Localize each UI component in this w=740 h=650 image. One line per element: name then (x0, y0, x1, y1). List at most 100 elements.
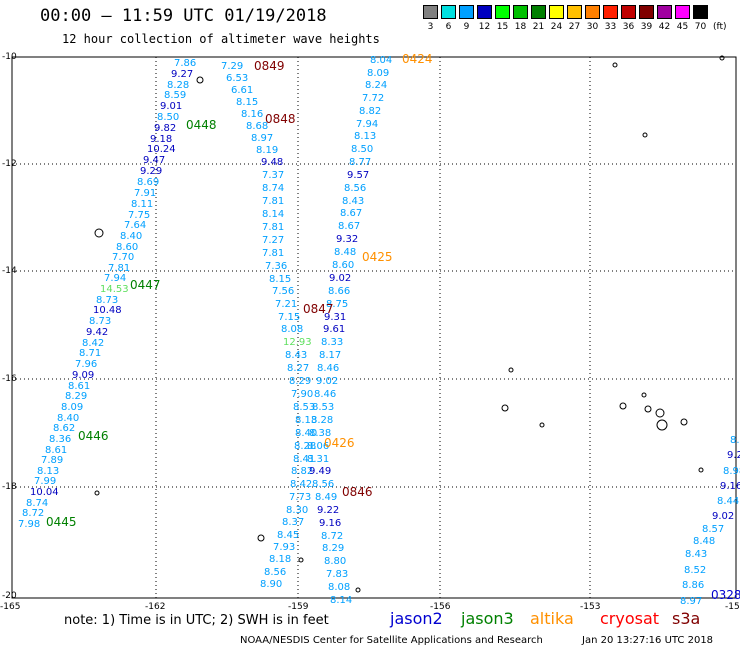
wave-height-value: 8.98 (723, 466, 740, 477)
wave-height-value: 7.73 (289, 492, 312, 503)
wave-height-value: 9.82 (154, 123, 177, 134)
legend-jason3: jason3 (461, 609, 514, 628)
wave-height-value: 7.64 (124, 220, 147, 231)
island (619, 402, 627, 410)
island (656, 419, 668, 431)
wave-height-value: 8.19 (256, 145, 279, 156)
island (612, 62, 618, 68)
wave-height-value: 8.72 (321, 531, 344, 542)
wave-height-value: 8.13 (354, 131, 377, 142)
wave-height-value: 8.52 (684, 565, 707, 576)
lat-tick-label: -20 (2, 591, 17, 601)
scale-label: 36 (622, 22, 635, 32)
wave-height-value: 8.67 (340, 208, 363, 219)
wave-height-value: 9.61 (323, 324, 346, 335)
wave-height-value: 14.53 (100, 284, 129, 295)
wave-height-value: 8.73 (96, 295, 119, 306)
wave-height-value: 7.81 (262, 222, 285, 233)
pass-label: 0849 (254, 59, 285, 73)
wave-height-value: 9.31 (324, 312, 347, 323)
wave-height-value: 8.62 (53, 423, 76, 434)
scale-swatch (585, 5, 600, 19)
wave-height-value: 8.13 (295, 415, 318, 426)
wave-height-value: 8.73 (89, 316, 112, 327)
wave-height-value: 9.27 (171, 69, 194, 80)
wave-height-value: 8.82 (291, 466, 314, 477)
wave-height-value: 8.61 (68, 381, 91, 392)
island (501, 404, 509, 412)
wave-height-value: 7.36 (265, 261, 288, 272)
wave-height-value: 8.61 (45, 445, 68, 456)
lon-tick-label: -165 (0, 602, 21, 612)
wave-height-value: 7.94 (104, 273, 127, 284)
wave-height-value: 8.53 (312, 402, 335, 413)
scale-swatch (639, 5, 654, 19)
pass-label: 0424 (402, 52, 433, 66)
wave-height-value: 8.15 (236, 97, 259, 108)
lon-tick-label: -153 (580, 602, 601, 612)
scale-swatch (657, 5, 672, 19)
island (655, 408, 665, 418)
scale-swatch (423, 5, 438, 19)
wave-height-value: 9.18 (150, 134, 173, 145)
wave-height-value: 8.50 (351, 144, 374, 155)
lon-tick-label: -162 (145, 602, 166, 612)
wave-height-value: 8.48 (334, 247, 357, 258)
wave-height-value: 9.57 (347, 170, 370, 181)
wave-height-value: 9.02 (329, 273, 352, 284)
wave-height-value: 9.16 (720, 481, 740, 492)
pass-label: 0448 (186, 118, 217, 132)
wave-height-value: 9.02 (712, 511, 735, 522)
wave-height-value: 8.45 (277, 530, 300, 541)
wave-height-value: 7.94 (356, 119, 379, 130)
wave-height-value: 8.42 (290, 479, 313, 490)
wave-height-value: 8.72 (22, 508, 45, 519)
lat-tick-label: -12 (2, 159, 17, 169)
scale-swatch (513, 5, 528, 19)
wave-height-value: 8.56 (312, 479, 335, 490)
wave-height-value: 8.74 (262, 183, 285, 194)
wave-height-value: 8.43 (685, 549, 708, 560)
wave-height-value: 8.90 (260, 579, 283, 590)
wave-height-value: 8.33 (321, 337, 344, 348)
pass-label: 0848 (265, 112, 296, 126)
island (644, 405, 652, 413)
wave-height-value: 8.50 (157, 112, 180, 123)
legend-cryosat: cryosat (600, 609, 660, 628)
scale-label: 39 (640, 22, 653, 32)
scale-label: 9 (463, 22, 470, 32)
island (196, 76, 204, 84)
wave-height-value: 8.97 (251, 133, 274, 144)
wave-height-value: 9.09 (72, 370, 95, 381)
scale-swatch (603, 5, 618, 19)
scale-label: 42 (658, 22, 671, 32)
wave-height-value: 8.82 (359, 106, 382, 117)
scale-swatch (693, 5, 708, 19)
island (508, 367, 514, 373)
wave-height-value: 8.06 (307, 441, 330, 452)
wave-height-value: 8.42 (82, 338, 105, 349)
wave-height-value: 7.56 (272, 286, 295, 297)
wave-height-value: 7.70 (112, 252, 135, 263)
wave-height-value: 12.93 (283, 337, 312, 348)
wave-height-value: 8.46 (317, 363, 340, 374)
wave-height-value: 8.40 (295, 428, 318, 439)
wave-height-value: 9.16 (319, 518, 342, 529)
wave-height-value: 8.09 (367, 68, 390, 79)
scale-label: 12 (478, 22, 491, 32)
wave-height-value: 8.17 (319, 350, 342, 361)
wave-height-value: 8.28 (294, 441, 317, 452)
scale-label: 45 (676, 22, 689, 32)
wave-height-value: 8.80 (324, 556, 347, 567)
wave-height-value: 8.18 (269, 554, 292, 565)
wave-height-value: 9.01 (160, 101, 183, 112)
pass-label: 0447 (130, 278, 161, 292)
wave-height-value: 9.32 (336, 234, 359, 245)
pass-label: 0328 (711, 588, 740, 602)
wave-height-value: 9.20 (727, 450, 740, 461)
wave-height-value: 7.81 (262, 196, 285, 207)
wave-height-value: 8.56 (264, 567, 287, 578)
wave-height-value: 9.22 (317, 505, 340, 516)
wave-height-value: 8.29 (289, 376, 312, 387)
island (719, 55, 725, 61)
